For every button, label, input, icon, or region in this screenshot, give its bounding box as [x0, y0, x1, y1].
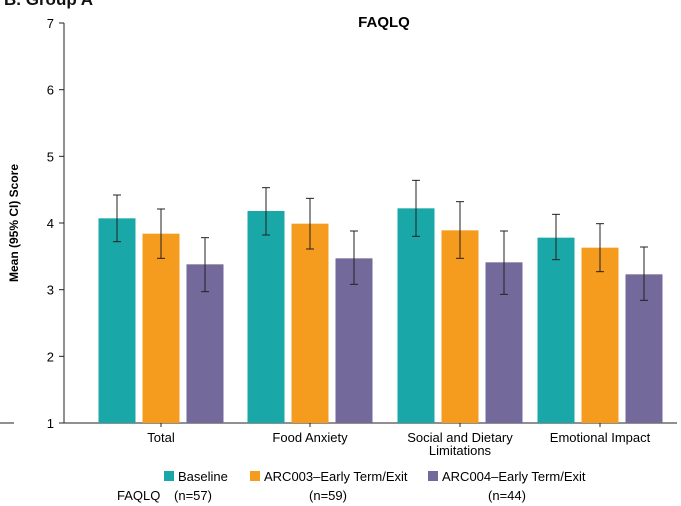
y-tick-label: 2	[47, 349, 54, 364]
legend-swatch	[164, 471, 174, 481]
legend: Baseline ARC003–Early Term/Exit ARC004–Ear…	[117, 469, 586, 503]
chart-title: FAQLQ	[358, 14, 410, 31]
bar	[581, 247, 619, 423]
legend-n-label: (n=57)	[174, 488, 212, 503]
legend-series-name: Baseline	[178, 469, 228, 484]
y-tick-label: 4	[47, 216, 54, 231]
legend-row-label: FAQLQ	[117, 488, 160, 503]
y-tick-label: 7	[47, 16, 54, 31]
y-tick-label: 1	[47, 416, 54, 431]
y-axis-label: Mean (95% CI) Score	[7, 164, 21, 282]
bar	[247, 211, 285, 423]
x-category-label: Emotional Impact	[550, 430, 651, 445]
legend-n-label: (n=59)	[309, 488, 347, 503]
legend-swatch	[250, 471, 260, 481]
x-category-label: Food Anxiety	[272, 430, 348, 445]
x-category-labels: Total Food Anxiety Social and DietaryLimit…	[147, 430, 650, 458]
bar	[397, 208, 435, 423]
y-tick-label: 5	[47, 149, 54, 164]
y-tick-label: 3	[47, 283, 54, 298]
x-category-label: Limitations	[429, 443, 492, 458]
legend-n-label: (n=44)	[488, 488, 526, 503]
legend-swatch	[428, 471, 438, 481]
x-category-label: Total	[147, 430, 175, 445]
panel-label: B. Group A	[4, 0, 93, 10]
bar	[441, 230, 479, 423]
y-tick-label: 6	[47, 83, 54, 98]
bars-group	[98, 179, 663, 427]
bar	[291, 223, 329, 423]
bar	[537, 237, 575, 423]
bar	[335, 258, 373, 423]
bar	[98, 218, 136, 423]
x-category-label: Social and Dietary	[407, 430, 513, 445]
legend-series-name: ARC003–Early Term/Exit	[264, 469, 408, 484]
legend-series-name: ARC004–Early Term/Exit	[442, 469, 586, 484]
bar	[142, 233, 180, 423]
